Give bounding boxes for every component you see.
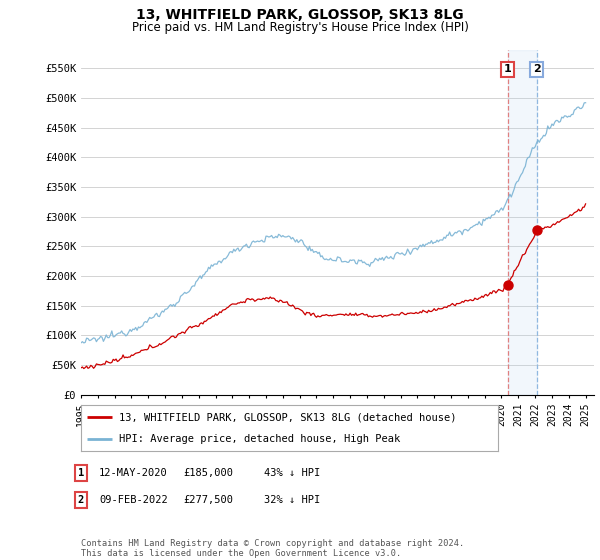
- Text: HPI: Average price, detached house, High Peak: HPI: Average price, detached house, High…: [119, 435, 400, 444]
- Text: 32% ↓ HPI: 32% ↓ HPI: [264, 495, 320, 505]
- Text: £185,000: £185,000: [183, 468, 233, 478]
- Text: 2: 2: [533, 64, 541, 74]
- Text: Price paid vs. HM Land Registry's House Price Index (HPI): Price paid vs. HM Land Registry's House …: [131, 21, 469, 34]
- Text: 13, WHITFIELD PARK, GLOSSOP, SK13 8LG: 13, WHITFIELD PARK, GLOSSOP, SK13 8LG: [136, 8, 464, 22]
- Text: £277,500: £277,500: [183, 495, 233, 505]
- Text: 09-FEB-2022: 09-FEB-2022: [99, 495, 168, 505]
- Text: 2: 2: [78, 495, 84, 505]
- Text: Contains HM Land Registry data © Crown copyright and database right 2024.
This d: Contains HM Land Registry data © Crown c…: [81, 539, 464, 558]
- Text: 1: 1: [78, 468, 84, 478]
- Text: 43% ↓ HPI: 43% ↓ HPI: [264, 468, 320, 478]
- Text: 13, WHITFIELD PARK, GLOSSOP, SK13 8LG (detached house): 13, WHITFIELD PARK, GLOSSOP, SK13 8LG (d…: [119, 412, 456, 422]
- Bar: [508, 50, 537, 395]
- Text: 1: 1: [504, 64, 512, 74]
- Text: 12-MAY-2020: 12-MAY-2020: [99, 468, 168, 478]
